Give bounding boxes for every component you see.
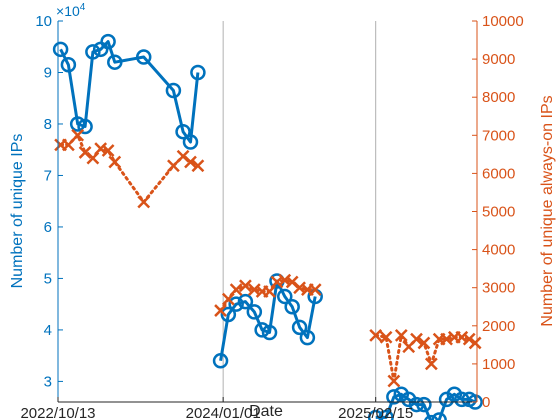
data-point-marker <box>101 144 115 157</box>
left-y-tick-label: 8 <box>44 116 52 133</box>
data-point-marker <box>291 319 308 336</box>
data-point-marker <box>135 49 152 65</box>
data-point-marker <box>386 389 402 405</box>
data-point-marker <box>277 288 293 305</box>
data-point-marker <box>212 353 229 369</box>
data-point-marker <box>394 328 408 342</box>
data-point-marker <box>263 285 276 298</box>
data-point-marker <box>228 296 244 312</box>
data-point-marker <box>278 273 292 287</box>
scale-label-base: 10 <box>64 3 80 19</box>
left-y-tick-label: 10 <box>35 13 52 30</box>
x-axis-label: Date <box>249 403 283 420</box>
data-point-marker <box>367 409 384 420</box>
data-point-marker <box>369 328 383 342</box>
data-point-marker <box>52 41 69 58</box>
data-point-marker <box>175 123 191 140</box>
right-y-tick-label: 4000 <box>482 242 515 259</box>
data-point-marker <box>60 57 77 73</box>
data-point-marker <box>69 116 86 132</box>
right-y-tick-label: 6000 <box>482 165 515 182</box>
data-point-marker <box>220 306 237 323</box>
right-y-tick-label: 2000 <box>482 318 515 335</box>
series-always-on-ips <box>54 128 482 388</box>
data-point-marker <box>191 159 205 173</box>
right-y-tick-label: 1000 <box>482 356 515 373</box>
axes: 3 4 5 6 7 8 9 10 0 1000 2000 3000 4000 5000 6000 7000 80… <box>20 13 523 420</box>
data-point-marker <box>261 324 278 341</box>
data-point-marker <box>308 283 322 296</box>
svg-text:×104: ×104 <box>56 2 86 19</box>
data-point-marker <box>431 412 447 420</box>
data-point-marker <box>408 396 425 413</box>
x-tick-label: 2022/10/13 <box>20 405 95 420</box>
right-y-tick-label: 9000 <box>482 51 515 68</box>
series-line-segment <box>59 40 200 144</box>
data-point-marker <box>424 357 438 371</box>
data-point-marker <box>410 332 423 346</box>
right-y-tick-label: 8000 <box>482 89 515 106</box>
data-point-marker <box>416 396 432 413</box>
data-point-marker <box>85 44 101 60</box>
data-point-marker <box>378 409 394 420</box>
data-point-marker <box>284 299 300 315</box>
left-y-axis-label: Number of unique IPs <box>9 134 26 289</box>
data-point-marker <box>214 304 227 317</box>
left-y-tick-label: 6 <box>44 219 52 236</box>
data-point-marker <box>190 64 206 81</box>
data-point-marker <box>78 146 92 159</box>
data-point-marker <box>237 293 254 310</box>
left-axis-scale-label: ×104 <box>56 2 86 19</box>
left-y-tick-label: 7 <box>44 167 52 184</box>
left-y-tick-label: 3 <box>44 373 52 390</box>
data-point-marker <box>100 33 116 50</box>
right-y-tick-label: 10000 <box>482 13 524 30</box>
data-point-marker <box>229 283 243 296</box>
data-point-marker <box>468 336 482 350</box>
data-point-marker <box>62 138 75 152</box>
scale-label-prefix: × <box>56 3 64 19</box>
scale-label-exponent: 4 <box>80 2 86 13</box>
data-point-marker <box>94 142 108 156</box>
left-y-tick-label: 5 <box>44 270 52 287</box>
data-point-marker <box>424 414 439 420</box>
vertical-reference-lines <box>222 21 377 402</box>
right-y-tick-label: 5000 <box>482 204 515 221</box>
data-point-marker <box>107 54 123 70</box>
right-y-tick-label: 0 <box>482 394 490 411</box>
data-point-marker <box>417 336 431 350</box>
x-tick-label: 2025/02/15 <box>338 405 413 420</box>
left-y-tick-label: 9 <box>44 64 52 81</box>
data-point-marker <box>246 304 263 320</box>
series-line-segment <box>219 279 317 362</box>
right-y-tick-label: 7000 <box>482 127 515 144</box>
data-point-marker <box>71 128 85 142</box>
data-point-marker <box>299 329 316 346</box>
data-point-marker <box>167 159 180 173</box>
right-y-axis-label: Number of unique always-on IPs <box>539 95 556 326</box>
plot-area <box>52 33 483 420</box>
data-point-marker <box>387 374 401 388</box>
right-y-tick-label: 3000 <box>482 280 515 297</box>
data-point-marker <box>462 332 476 346</box>
data-point-marker <box>137 195 151 209</box>
data-point-marker <box>379 330 393 344</box>
left-y-tick-label: 4 <box>44 322 52 339</box>
series-unique-ips <box>52 33 483 420</box>
data-point-marker <box>182 134 199 150</box>
x-tick-label: 2024/01/01 <box>186 405 261 420</box>
data-point-marker <box>455 330 469 344</box>
data-point-marker <box>184 155 197 169</box>
data-point-marker <box>239 279 252 293</box>
data-point-marker <box>108 155 122 169</box>
data-point-marker <box>165 82 182 99</box>
data-point-marker <box>77 118 93 135</box>
data-point-marker <box>254 322 270 338</box>
